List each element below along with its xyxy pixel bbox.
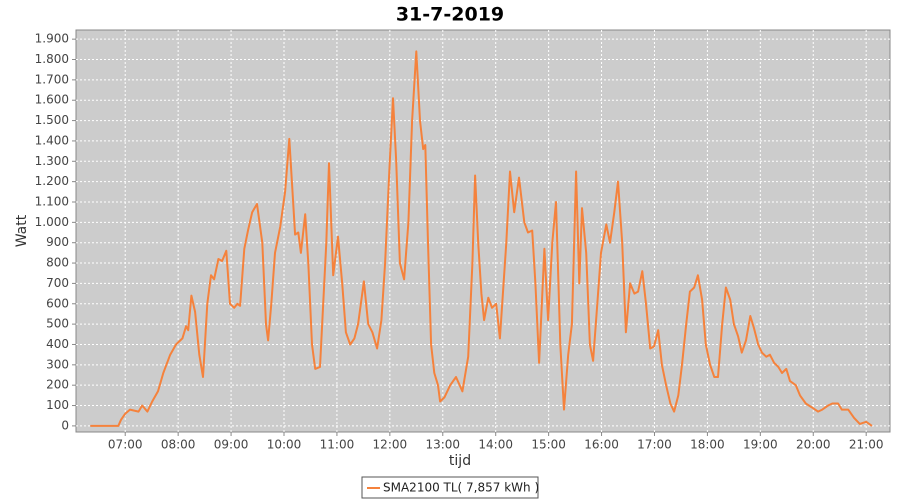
plot-area <box>75 29 891 433</box>
y-tick-label: 600 <box>46 296 69 310</box>
y-axis-label: Watt <box>14 214 30 247</box>
y-tick-label: 1.100 <box>35 194 69 208</box>
x-tick-label: 09:00 <box>214 438 249 452</box>
x-axis-label: tijd <box>449 453 471 469</box>
y-tick-label: 1.900 <box>35 32 69 46</box>
legend-label: SMA2100 TL( 7,857 kWh ) <box>383 481 539 495</box>
x-tick-label: 11:00 <box>320 438 355 452</box>
x-tick-label: 13:00 <box>425 438 460 452</box>
y-tick-label: 1.400 <box>35 133 69 147</box>
y-tick-label: 1.500 <box>35 113 69 127</box>
x-tick-label: 19:00 <box>743 438 778 452</box>
y-tick-label: 300 <box>46 357 69 371</box>
y-tick-label: 900 <box>46 235 69 249</box>
x-tick-label: 10:00 <box>267 438 302 452</box>
y-tick-label: 400 <box>46 337 69 351</box>
y-tick-label: 700 <box>46 276 69 290</box>
y-tick-label: 1.000 <box>35 215 69 229</box>
y-tick-label: 1.200 <box>35 174 69 188</box>
series-line <box>90 50 873 427</box>
chart-title: 31-7-2019 <box>396 4 504 26</box>
y-tick-label: 0 <box>61 418 69 432</box>
y-tick-label: 1.600 <box>35 93 69 107</box>
x-tick-label: 18:00 <box>690 438 725 452</box>
y-tick-label: 1.300 <box>35 154 69 168</box>
x-tick-label: 15:00 <box>531 438 566 452</box>
x-tick-label: 17:00 <box>637 438 672 452</box>
legend-box <box>361 476 539 499</box>
y-tick-label: 1.800 <box>35 52 69 66</box>
x-tick-label: 16:00 <box>584 438 619 452</box>
x-tick-label: 07:00 <box>108 438 143 452</box>
y-tick-label: 200 <box>46 378 69 392</box>
x-tick-label: 20:00 <box>796 438 831 452</box>
x-tick-label: 08:00 <box>161 438 196 452</box>
x-tick-label: 21:00 <box>849 438 884 452</box>
y-tick-label: 1.700 <box>35 72 69 86</box>
y-tick-label: 500 <box>46 317 69 331</box>
y-tick-label: 100 <box>46 398 69 412</box>
x-tick-label: 14:00 <box>478 438 513 452</box>
y-tick-label: 800 <box>46 256 69 270</box>
x-tick-label: 12:00 <box>373 438 408 452</box>
